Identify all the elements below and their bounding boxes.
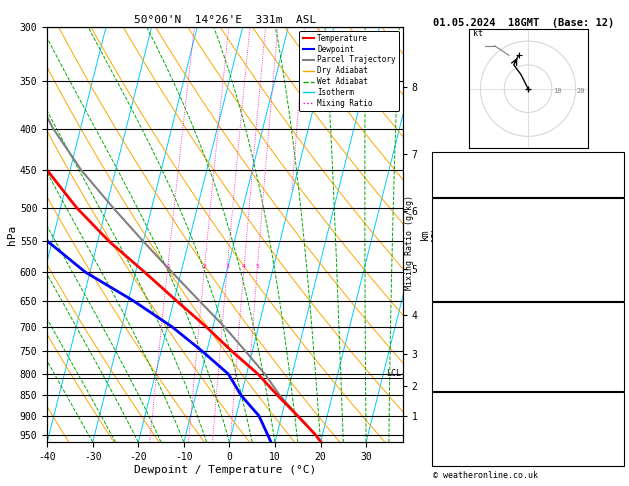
Title: 50°00'N  14°26'E  331m  ASL: 50°00'N 14°26'E 331m ASL [134, 15, 316, 25]
Text: StmDir: StmDir [436, 439, 468, 449]
Text: Surface: Surface [509, 200, 547, 209]
Text: 13: 13 [610, 155, 620, 164]
Text: 01.05.2024  18GMT  (Base: 12): 01.05.2024 18GMT (Base: 12) [433, 18, 615, 28]
Text: Mixing Ratio (g/kg): Mixing Ratio (g/kg) [405, 195, 414, 291]
Y-axis label: hPa: hPa [7, 225, 17, 244]
Text: EH: EH [436, 410, 447, 419]
Text: CAPE (J): CAPE (J) [436, 364, 479, 374]
Text: Hodograph: Hodograph [504, 395, 552, 404]
Text: 15: 15 [610, 454, 620, 464]
Text: -5: -5 [610, 425, 620, 434]
Text: K: K [436, 155, 442, 164]
Text: 11: 11 [610, 275, 620, 284]
Text: 3: 3 [615, 260, 620, 269]
Text: θᴇ(K): θᴇ(K) [436, 245, 463, 254]
Text: Pressure (mb): Pressure (mb) [436, 320, 506, 329]
Text: 317: 317 [604, 245, 620, 254]
Text: SREH: SREH [436, 425, 457, 434]
Text: 9.2: 9.2 [604, 230, 620, 239]
Text: θᴇ (K): θᴇ (K) [436, 335, 468, 344]
Text: Lifted Index: Lifted Index [436, 260, 501, 269]
Text: 20.2: 20.2 [599, 215, 620, 225]
Text: © weatheronline.co.uk: © weatheronline.co.uk [433, 470, 538, 480]
Text: Totals Totals: Totals Totals [436, 170, 506, 179]
Text: 3: 3 [225, 264, 230, 269]
Text: 4: 4 [242, 264, 246, 269]
Text: Lifted Index: Lifted Index [436, 349, 501, 359]
Text: 3: 3 [615, 349, 620, 359]
X-axis label: Dewpoint / Temperature (°C): Dewpoint / Temperature (°C) [134, 465, 316, 475]
Y-axis label: km
ASL: km ASL [420, 226, 442, 243]
Text: 5: 5 [255, 264, 259, 269]
Text: kt: kt [473, 29, 483, 38]
Text: 1.59: 1.59 [599, 185, 620, 194]
Text: 0: 0 [615, 289, 620, 298]
Text: LCL: LCL [386, 369, 401, 378]
Text: 0: 0 [615, 379, 620, 388]
Legend: Temperature, Dewpoint, Parcel Trajectory, Dry Adiabat, Wet Adiabat, Isotherm, Mi: Temperature, Dewpoint, Parcel Trajectory… [299, 31, 399, 111]
Text: CIN (J): CIN (J) [436, 379, 474, 388]
Text: 10: 10 [553, 88, 562, 94]
Text: 11: 11 [610, 364, 620, 374]
Text: Most Unstable: Most Unstable [493, 305, 563, 314]
Text: 20: 20 [577, 88, 586, 94]
Text: 44: 44 [610, 170, 620, 179]
Text: 971: 971 [604, 320, 620, 329]
Text: -1: -1 [610, 410, 620, 419]
Text: Temp (°C): Temp (°C) [436, 215, 484, 225]
Text: 317: 317 [604, 335, 620, 344]
Text: 1: 1 [166, 264, 170, 269]
Text: Dewp (°C): Dewp (°C) [436, 230, 484, 239]
Text: StmSpd (kt): StmSpd (kt) [436, 454, 495, 464]
Text: CAPE (J): CAPE (J) [436, 275, 479, 284]
Text: 175°: 175° [599, 439, 620, 449]
Text: 2: 2 [203, 264, 206, 269]
Text: PW (cm): PW (cm) [436, 185, 474, 194]
Text: CIN (J): CIN (J) [436, 289, 474, 298]
